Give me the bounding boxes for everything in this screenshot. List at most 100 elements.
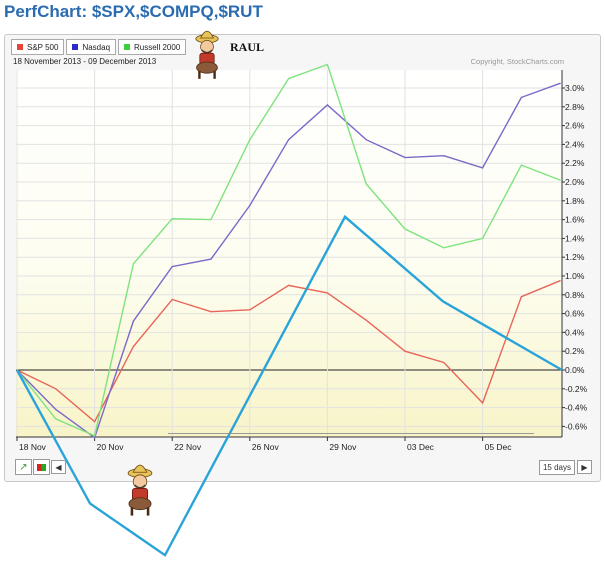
x-axis: 18 Nov 20 Nov 22 Nov 26 Nov 29 Nov 03 Dec 05 D… xyxy=(16,437,513,452)
mascot-leg xyxy=(198,70,201,79)
y-tick-label: 1.2% xyxy=(565,252,585,262)
y-tick-label: 1.6% xyxy=(565,215,585,225)
cowboy-mascot-icon xyxy=(195,30,219,79)
mascot-leg xyxy=(130,507,134,516)
legend-label-russell: Russell 2000 xyxy=(134,42,181,52)
mascot-face xyxy=(132,474,148,489)
legend-label-sp500: S&P 500 xyxy=(27,42,59,52)
series-point-2 xyxy=(210,219,212,221)
mascot-mustache xyxy=(134,484,146,489)
mascots xyxy=(127,30,219,516)
scroll-left-button[interactable]: ◀ xyxy=(51,460,66,474)
mascot-leg xyxy=(213,70,216,79)
cowboy-mascot-icon xyxy=(127,464,153,516)
mascot-leg xyxy=(146,507,150,516)
y-tick-label: 1.4% xyxy=(565,233,585,243)
series-point-0 xyxy=(288,284,290,286)
series-point-0 xyxy=(326,292,328,294)
y-tick-label: -0.4% xyxy=(565,403,588,413)
series-point-1 xyxy=(171,266,173,268)
y-tick-label: 0.0% xyxy=(565,365,585,375)
overlay-line xyxy=(15,214,563,557)
mascot-horse xyxy=(196,61,218,74)
series-point-0 xyxy=(55,388,57,390)
y-tick-label: 1.0% xyxy=(565,271,585,281)
line-chart-icon: ↗ xyxy=(19,461,28,473)
legend-swatch-nasdaq xyxy=(72,44,79,50)
series-point-2 xyxy=(404,228,406,230)
legend-swatch-sp500 xyxy=(17,44,23,50)
histogram-icon xyxy=(37,463,46,471)
series-point-2 xyxy=(94,435,96,437)
series-point-1 xyxy=(132,320,134,322)
series-point-1 xyxy=(443,155,445,157)
y-tick-label: 0.2% xyxy=(565,346,585,356)
scroll-right-button[interactable]: ▶ xyxy=(577,460,592,474)
series-point-2 xyxy=(482,237,484,239)
series-point-0 xyxy=(559,280,561,282)
y-tick-label: 0.8% xyxy=(565,290,585,300)
copyright-text: Copyright, StockCharts.com xyxy=(470,57,564,66)
mascot-hat-crown xyxy=(199,30,215,39)
series-point-1 xyxy=(288,139,290,141)
y-tick-label: 2.0% xyxy=(565,177,585,187)
series-point-0 xyxy=(210,311,212,313)
y-tick-label: -0.2% xyxy=(565,384,588,394)
series-point-0 xyxy=(482,402,484,404)
series-point-0 xyxy=(404,350,406,352)
series-point-1 xyxy=(559,82,561,84)
series-point-2 xyxy=(55,418,57,420)
x-tick-label: 20 Nov xyxy=(97,442,125,452)
grid-lines xyxy=(16,70,562,437)
x-tick-label: 03 Dec xyxy=(407,442,435,452)
x-tick-label: 29 Nov xyxy=(329,442,357,452)
series-point-1 xyxy=(482,167,484,169)
series-point-0 xyxy=(249,309,251,311)
histogram-button[interactable] xyxy=(33,459,50,475)
chart-type-button[interactable]: ↗ xyxy=(15,459,32,475)
series-point-0 xyxy=(365,319,367,321)
legend-swatch-russell xyxy=(124,44,131,50)
y-axis: -0.6% -0.4% -0.2% 0.0% 0.2% 0.4% 0.6% 0.8% 1.0% 1… xyxy=(16,70,588,438)
series-point-1 xyxy=(365,139,367,141)
series-point-0 xyxy=(171,298,173,301)
series-point-2 xyxy=(171,218,173,220)
x-tick-label: 22 Nov xyxy=(174,442,202,452)
y-tick-label: 2.6% xyxy=(565,121,585,131)
y-tick-label: 0.6% xyxy=(565,309,585,319)
series-point-0 xyxy=(443,361,445,364)
series-point-1 xyxy=(326,104,328,106)
series-lines xyxy=(16,63,561,439)
x-tick-label: 18 Nov xyxy=(19,442,47,452)
series-point-2 xyxy=(520,164,523,166)
series-point-2 xyxy=(365,183,367,185)
legend-item-russell[interactable]: Russell 2000 xyxy=(118,39,187,55)
y-tick-label: 2.8% xyxy=(565,102,585,112)
series-point-1 xyxy=(94,437,96,439)
mascot-face xyxy=(200,39,214,54)
triangle-left-icon: ◀ xyxy=(55,462,62,472)
y-tick-label: 3.0% xyxy=(565,83,585,93)
overlay-annotation xyxy=(15,214,563,557)
period-select[interactable]: 15 days xyxy=(539,460,575,475)
y-tick-label: -0.6% xyxy=(565,421,588,431)
mascot-horse xyxy=(128,497,152,511)
series-point-2 xyxy=(443,247,445,249)
x-tick-label: 05 Dec xyxy=(485,442,513,452)
chart-legend: S&P 500 Nasdaq Russell 2000 xyxy=(11,39,187,55)
series-point-2 xyxy=(132,263,134,265)
mascot-mustache xyxy=(201,49,213,53)
period-slider[interactable] xyxy=(168,433,534,434)
date-range: 18 November 2013 - 09 December 2013 xyxy=(13,57,157,66)
legend-item-sp500[interactable]: S&P 500 xyxy=(11,39,65,55)
legend-item-nasdaq[interactable]: Nasdaq xyxy=(66,39,117,55)
plot-area xyxy=(16,70,562,437)
x-tick-label: 26 Nov xyxy=(252,442,280,452)
annotation-label: RAUL xyxy=(230,40,265,54)
series-point-0 xyxy=(520,296,523,298)
series-point-2 xyxy=(288,78,290,80)
period-label: 15 days xyxy=(542,463,572,472)
legend-label-nasdaq: Nasdaq xyxy=(82,42,111,52)
series-point-2 xyxy=(559,179,561,181)
